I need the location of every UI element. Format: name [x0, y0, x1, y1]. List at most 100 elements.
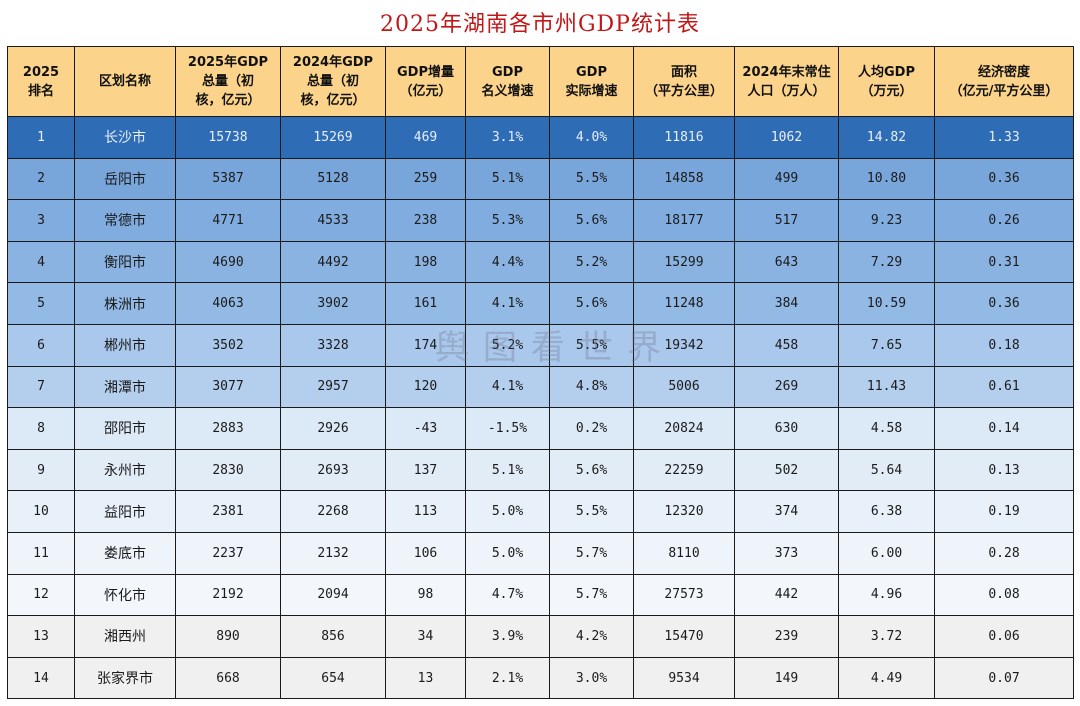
table-row: 14 张家界市 668 654 13 2.1% 3.0% 9534 149 4.49 0.07 — [7, 656, 1074, 700]
table-row: 7 湘潭市 3077 2957 120 4.1% 4.8% 5006 269 11.43 0.61 — [7, 365, 1074, 409]
rank-cell: 11 — [7, 531, 75, 575]
real-growth-cell: 5.6% — [549, 448, 634, 492]
population-cell: 442 — [734, 573, 839, 617]
real-growth-cell: 4.0% — [549, 116, 634, 159]
real-growth-cell: 0.2% — [549, 407, 634, 450]
economic-density-cell: 0.13 — [934, 448, 1074, 492]
economic-density-cell: 0.61 — [934, 365, 1074, 409]
gdp-increase-cell: 13 — [385, 656, 466, 700]
area-cell: 11816 — [633, 116, 735, 159]
economic-density-cell: 0.36 — [934, 157, 1074, 201]
area-cell: 5006 — [633, 365, 735, 409]
population-cell: 630 — [734, 407, 839, 450]
nominal-growth-cell: 5.2% — [465, 323, 550, 367]
gdp-per-capita-cell: 7.29 — [838, 240, 935, 284]
real-growth-cell: 5.6% — [549, 199, 634, 242]
gdp-2025-cell: 15738 — [175, 116, 281, 159]
header-text: 区划名称 — [98, 74, 151, 89]
economic-density-cell: 0.36 — [934, 282, 1074, 325]
area-cell: 9534 — [633, 656, 735, 700]
real-growth-cell: 3.0% — [549, 656, 634, 700]
gdp-increase-cell: 120 — [385, 365, 466, 409]
header-gdp-2025: 2025年GDP 总量（初 核，亿元） — [175, 46, 281, 117]
header-gdp-2024: 2024年GDP 总量（初 核，亿元） — [280, 46, 386, 117]
economic-density-cell: 1.33 — [934, 116, 1074, 159]
header-text: 核，亿元） — [300, 93, 366, 108]
rank-cell: 2 — [7, 157, 75, 201]
population-cell: 502 — [734, 448, 839, 492]
rank-cell: 12 — [7, 573, 75, 617]
gdp-increase-cell: 259 — [385, 157, 466, 201]
nominal-growth-cell: 3.1% — [465, 116, 550, 159]
area-cell: 20824 — [633, 407, 735, 450]
header-text: 2024年末常住 — [742, 64, 831, 80]
real-growth-cell: 5.5% — [549, 490, 634, 533]
header-text: （亿元/平方公里） — [949, 83, 1059, 99]
header-text: 名义增速 — [481, 83, 534, 99]
population-cell: 458 — [734, 323, 839, 367]
name-cell: 邵阳市 — [74, 407, 176, 450]
rank-cell: 3 — [7, 199, 75, 242]
table-row: 5 株洲市 4063 3902 161 4.1% 5.6% 11248 384 10.59 0.36 — [7, 282, 1074, 325]
table-row: 13 湘西州 890 856 34 3.9% 4.2% 15470 239 3.72 0.06 — [7, 615, 1074, 658]
gdp-per-capita-cell: 6.38 — [838, 490, 935, 533]
gdp-per-capita-cell: 14.82 — [838, 116, 935, 159]
table-row: 11 娄底市 2237 2132 106 5.0% 5.7% 8110 373 6.00 0.28 — [7, 531, 1074, 575]
table-row: 1 长沙市 15738 15269 469 3.1% 4.0% 11816 1062 14.82 1… — [7, 116, 1074, 159]
economic-density-cell: 0.07 — [934, 656, 1074, 700]
gdp-table: 2025 排名 区划名称 2025年GDP 总量（初 核，亿元） 2024年GDP 总量（初核… — [7, 46, 1074, 700]
real-growth-cell: 5.5% — [549, 323, 634, 367]
gdp-2024-cell: 856 — [280, 615, 386, 658]
name-cell: 岳阳市 — [74, 157, 176, 201]
header-population: 2024年末常住 人口（万人） — [734, 46, 839, 117]
real-growth-cell: 5.2% — [549, 240, 634, 284]
gdp-2024-cell: 2926 — [280, 407, 386, 450]
gdp-2025-cell: 4771 — [175, 199, 281, 242]
name-cell: 张家界市 — [74, 656, 176, 700]
header-text: （平方公里） — [644, 83, 723, 99]
header-rank: 2025 排名 — [7, 46, 75, 117]
gdp-per-capita-cell: 11.43 — [838, 365, 935, 409]
rank-cell: 9 — [7, 448, 75, 492]
real-growth-cell: 4.8% — [549, 365, 634, 409]
header-text: 人口（万人） — [747, 83, 826, 99]
gdp-2024-cell: 4492 — [280, 240, 386, 284]
gdp-per-capita-cell: 3.72 — [838, 615, 935, 658]
gdp-per-capita-cell: 4.49 — [838, 656, 935, 700]
header-text: 实际增速 — [565, 83, 618, 99]
table-row: 3 常德市 4771 4533 238 5.3% 5.6% 18177 517 9.23 0.26 — [7, 199, 1074, 242]
area-cell: 15299 — [633, 240, 735, 284]
gdp-per-capita-cell: 4.58 — [838, 407, 935, 450]
gdp-increase-cell: 469 — [385, 116, 466, 159]
nominal-growth-cell: 4.1% — [465, 282, 550, 325]
header-text: GDP增量 — [397, 64, 454, 80]
name-cell: 永州市 — [74, 448, 176, 492]
economic-density-cell: 0.06 — [934, 615, 1074, 658]
gdp-2024-cell: 4533 — [280, 199, 386, 242]
gdp-2025-cell: 4063 — [175, 282, 281, 325]
gdp-increase-cell: 106 — [385, 531, 466, 575]
name-cell: 益阳市 — [74, 490, 176, 533]
header-text: 经济密度 — [977, 64, 1030, 80]
gdp-per-capita-cell: 10.80 — [838, 157, 935, 201]
gdp-increase-cell: 113 — [385, 490, 466, 533]
table-row: 4 衡阳市 4690 4492 198 4.4% 5.2% 15299 643 7.29 0.31 — [7, 240, 1074, 284]
area-cell: 19342 — [633, 323, 735, 367]
gdp-2025-cell: 668 — [175, 656, 281, 700]
gdp-2025-cell: 5387 — [175, 157, 281, 201]
rank-cell: 14 — [7, 656, 75, 700]
gdp-2025-cell: 890 — [175, 615, 281, 658]
population-cell: 643 — [734, 240, 839, 284]
gdp-per-capita-cell: 5.64 — [838, 448, 935, 492]
gdp-increase-cell: 198 — [385, 240, 466, 284]
rank-cell: 10 — [7, 490, 75, 533]
gdp-per-capita-cell: 9.23 — [838, 199, 935, 242]
gdp-2025-cell: 2237 — [175, 531, 281, 575]
population-cell: 239 — [734, 615, 839, 658]
gdp-2024-cell: 2132 — [280, 531, 386, 575]
rank-cell: 13 — [7, 615, 75, 658]
page-title: 2025年湖南各市州GDP统计表 — [379, 12, 700, 37]
economic-density-cell: 0.08 — [934, 573, 1074, 617]
population-cell: 149 — [734, 656, 839, 700]
name-cell: 衡阳市 — [74, 240, 176, 284]
